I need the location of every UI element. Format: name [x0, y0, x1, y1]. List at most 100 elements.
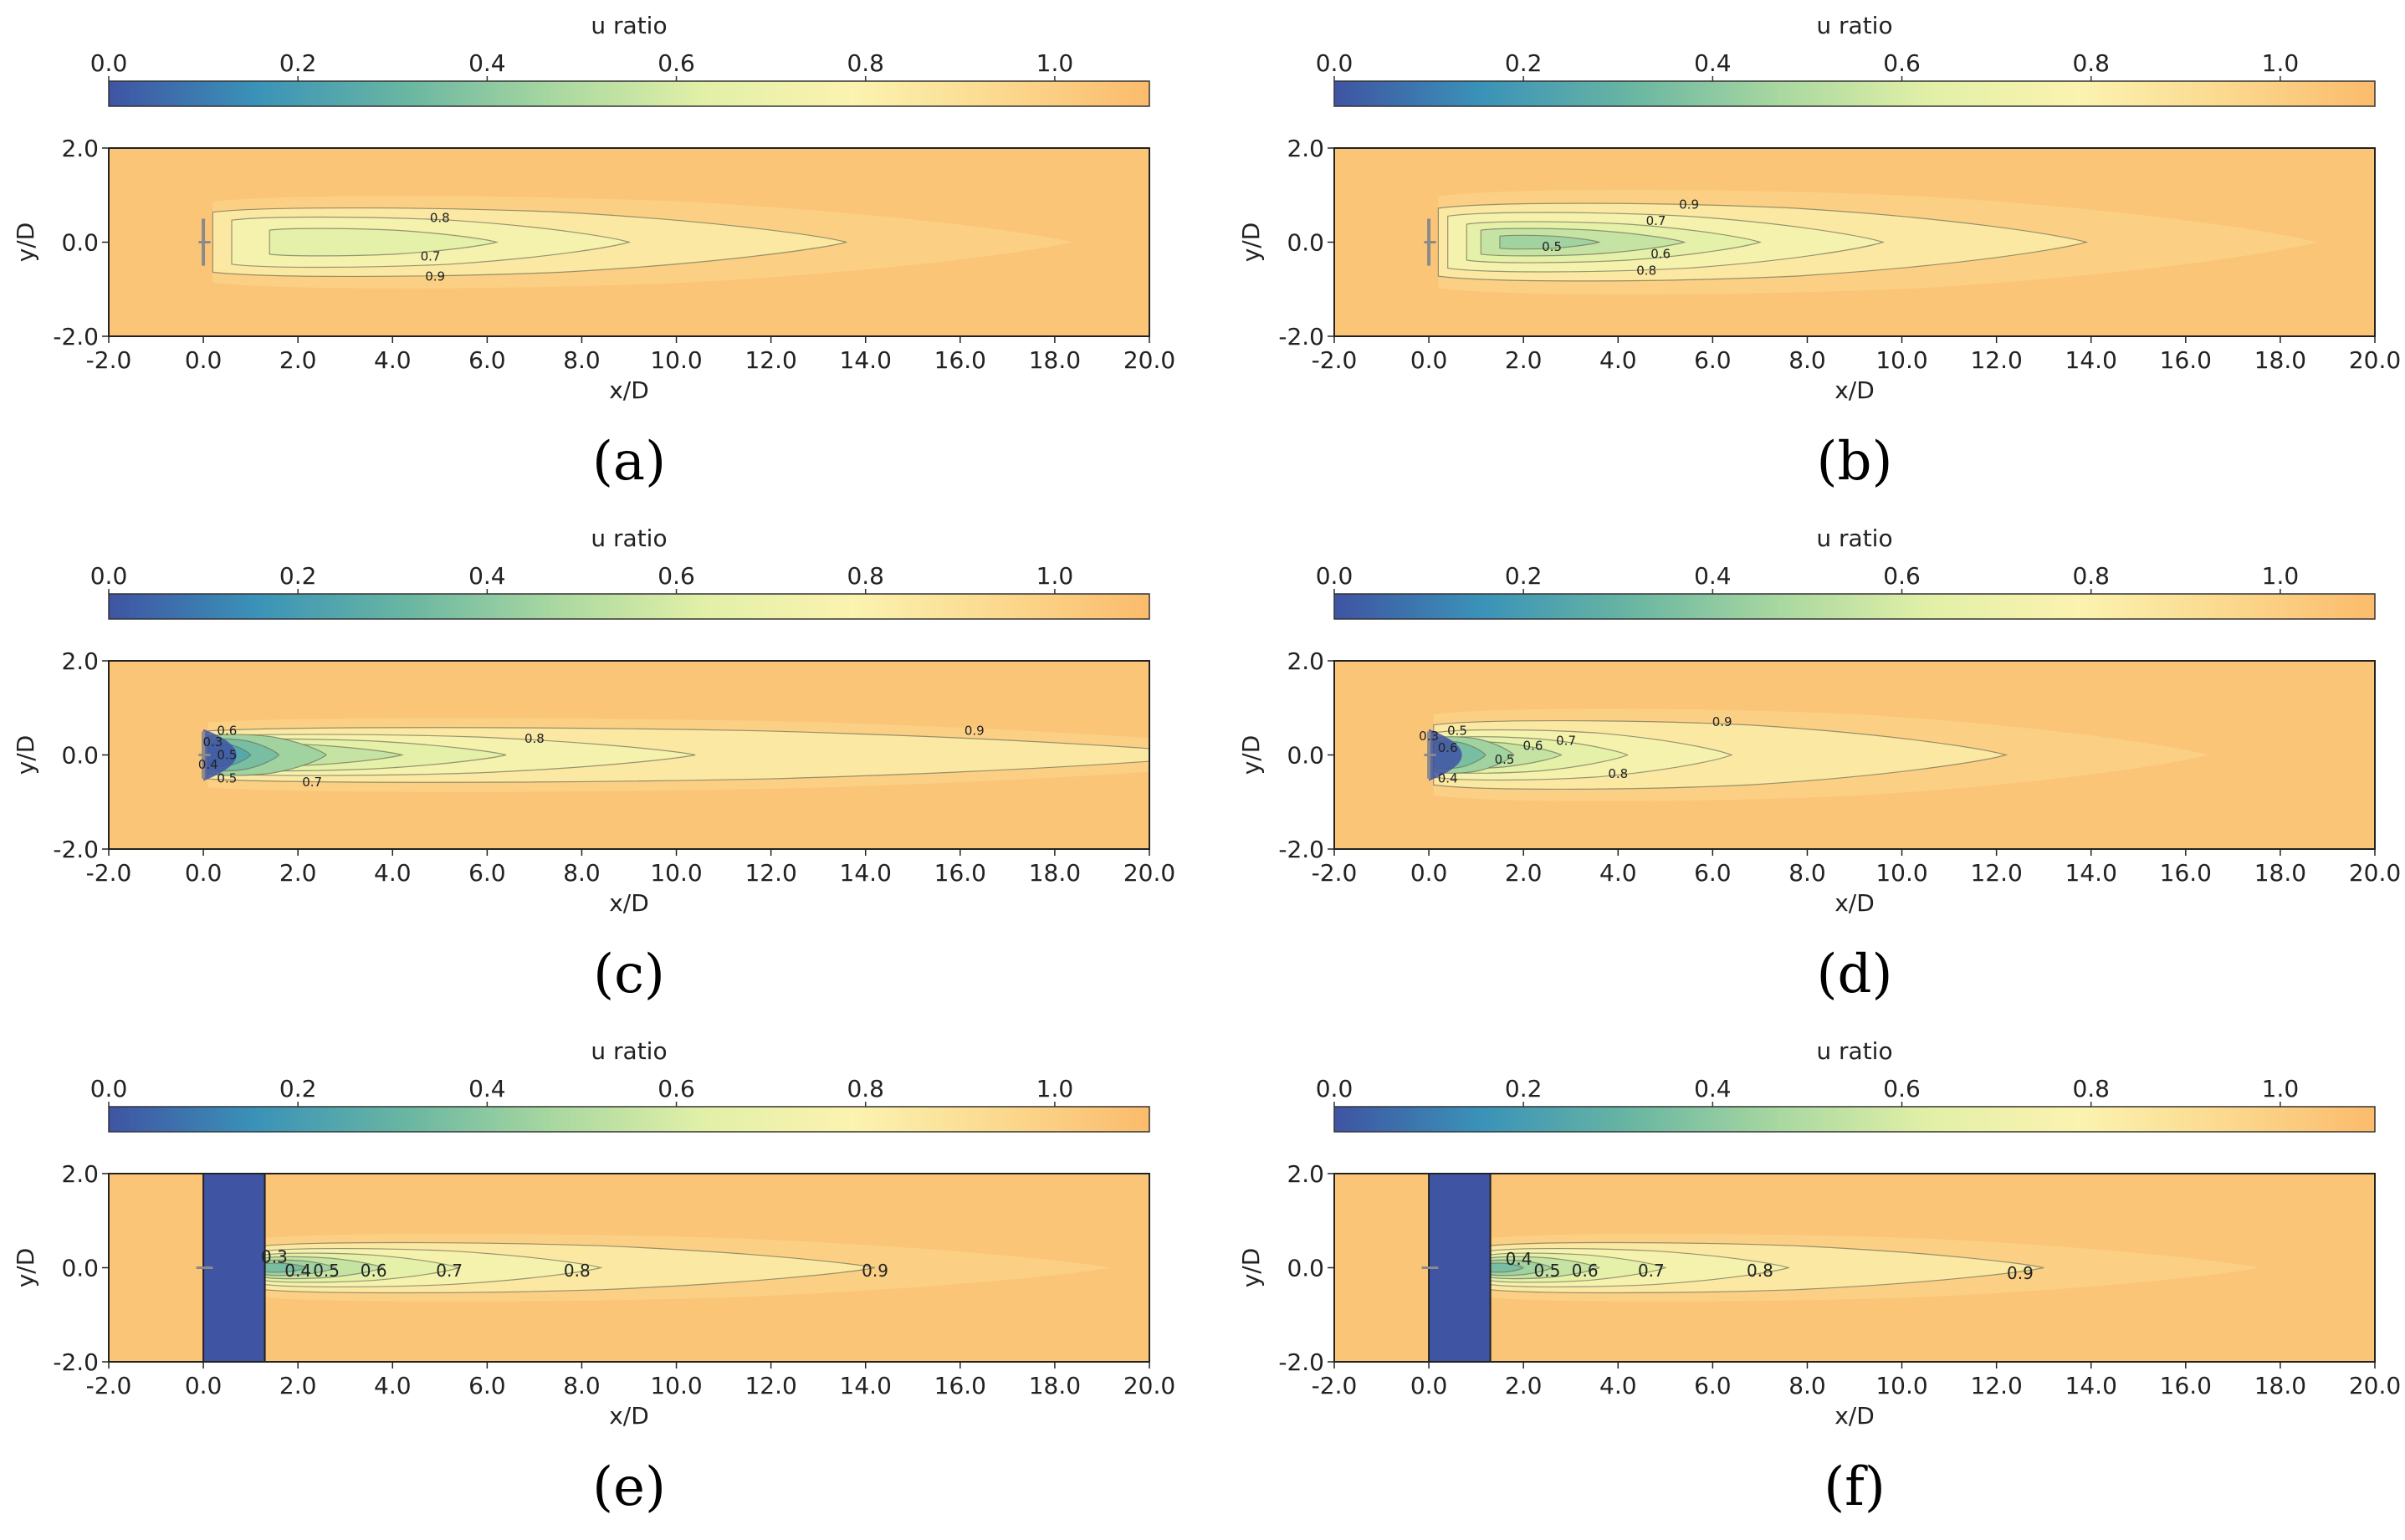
y-tick-label: -2.0	[53, 323, 99, 350]
y-tick-label: 0.0	[1287, 742, 1324, 770]
contour-label: 0.6	[1438, 740, 1458, 755]
colorbar-label: u ratio	[1816, 524, 1892, 552]
x-axis-label: x/D	[609, 376, 649, 404]
contour-label: 0.7	[302, 775, 322, 790]
contour-label: 0.6	[361, 1261, 387, 1281]
x-tick-label: 8.0	[563, 859, 601, 887]
colorbar-tick-label: 0.4	[1694, 49, 1732, 77]
x-tick-label: 12.0	[1970, 1372, 2022, 1399]
x-tick-label: 2.0	[279, 1372, 317, 1399]
x-tick-label: 8.0	[1788, 1372, 1826, 1399]
y-axis-label: y/D	[12, 1248, 39, 1288]
y-axis-label: y/D	[1237, 1248, 1265, 1288]
x-tick-label: 0.0	[185, 859, 223, 887]
colorbar-tick-label: 0.8	[847, 49, 884, 77]
x-tick-label: 14.0	[2065, 859, 2117, 887]
x-tick-label: 2.0	[279, 346, 317, 374]
colorbar-tick-label: 0.2	[279, 562, 317, 590]
contour-label: 0.7	[1646, 213, 1666, 228]
colorbar-tick-label: 0.4	[468, 562, 506, 590]
colorbar-label: u ratio	[1816, 12, 1892, 39]
y-tick-label: 0.0	[1287, 1255, 1324, 1282]
contour-label: 0.8	[430, 210, 450, 225]
colorbar-tick-label: 0.8	[2072, 1075, 2110, 1103]
x-axis-label: x/D	[1834, 376, 1875, 404]
contour-label: 0.7	[436, 1261, 463, 1281]
colorbar-tick-label: 0.6	[658, 562, 695, 590]
x-tick-label: 14.0	[840, 859, 892, 887]
contour-label: 0.7	[1638, 1261, 1665, 1281]
x-tick-label: 20.0	[1123, 346, 1175, 374]
x-tick-label: -2.0	[1312, 346, 1358, 374]
y-axis-label: y/D	[12, 223, 39, 263]
contour-level-0-5	[1499, 234, 1601, 250]
contour-label: 0.7	[1556, 734, 1576, 749]
panel-caption: (b)	[1816, 431, 1893, 493]
y-tick-label: 0.0	[61, 229, 99, 257]
x-tick-label: 6.0	[468, 1372, 506, 1399]
x-tick-label: 12.0	[745, 346, 796, 374]
x-tick-label: 18.0	[2254, 859, 2306, 887]
colorbar-tick-label: 0.8	[2072, 562, 2110, 590]
colorbar-tick-label: 1.0	[1036, 562, 1074, 590]
x-tick-label: 14.0	[840, 1372, 892, 1399]
x-tick-label: -2.0	[1312, 1372, 1358, 1399]
contour-label: 0.3	[1419, 729, 1439, 744]
rotor-core	[1429, 729, 1462, 781]
x-tick-label: 8.0	[1788, 859, 1826, 887]
colorbar-tick-label: 0.0	[90, 1075, 128, 1103]
blockage-region	[202, 1174, 266, 1362]
contour-label: 0.4	[284, 1261, 311, 1281]
contour-label: 0.9	[1679, 197, 1699, 212]
x-tick-label: 10.0	[650, 1372, 702, 1399]
contour-label: 0.8	[1608, 766, 1628, 781]
x-tick-label: 18.0	[2254, 346, 2306, 374]
panel-f: u ratio 0.0 0.2 0.4 0.6 0.8 1.0 0.4 0.5 0.6 0.7 0.8…	[1202, 1026, 2404, 1538]
x-tick-label: 6.0	[1694, 1372, 1732, 1399]
colorbar-tick-label: 0.8	[2072, 49, 2110, 77]
y-tick-label: 2.0	[61, 1160, 99, 1188]
colorbar-label: u ratio	[591, 1037, 667, 1065]
x-tick-label: 6.0	[468, 346, 506, 374]
colorbar	[108, 80, 1150, 107]
panel-caption: (a)	[591, 431, 667, 493]
colorbar-tick-label: 0.2	[1505, 562, 1543, 590]
x-tick-label: 4.0	[374, 1372, 412, 1399]
y-axis-label: y/D	[12, 735, 39, 775]
panel-caption: (d)	[1816, 944, 1893, 1005]
x-tick-label: 0.0	[185, 1372, 223, 1399]
colorbar-tick-label: 0.6	[1883, 1075, 1921, 1103]
x-tick-label: 20.0	[1123, 859, 1175, 887]
colorbar-tick-label: 0.2	[1505, 49, 1543, 77]
contour-label: 0.9	[965, 723, 985, 738]
contour-label: 0.4	[198, 757, 218, 772]
x-tick-label: 2.0	[1505, 859, 1543, 887]
colorbar	[108, 593, 1150, 620]
wake-field: 0.60.30.50.40.5 0.70.80.9	[198, 718, 1149, 792]
colorbar-tick-label: 0.4	[468, 1075, 506, 1103]
x-tick-label: 18.0	[1029, 859, 1081, 887]
colorbar-tick-label: 0.8	[847, 562, 884, 590]
x-tick-label: 20.0	[2349, 859, 2401, 887]
y-tick-label: -2.0	[53, 836, 99, 863]
contour-label: 0.6	[1572, 1261, 1599, 1281]
contour-label: 0.8	[524, 731, 545, 746]
panel-e: u ratio 0.0 0.2 0.4 0.6 0.8 1.0 0.3 0.4 0.5 0.6 0.7…	[0, 1026, 1202, 1538]
x-tick-label: 14.0	[840, 346, 892, 374]
x-tick-label: 4.0	[1599, 1372, 1637, 1399]
contour-label: 0.9	[862, 1261, 888, 1281]
x-tick-label: 0.0	[185, 346, 223, 374]
y-tick-label: -2.0	[1278, 1348, 1324, 1376]
x-tick-label: 8.0	[563, 346, 601, 374]
colorbar	[1333, 80, 2376, 107]
contour-label: 0.5	[1495, 752, 1515, 767]
contour-label: 0.9	[2007, 1263, 2034, 1283]
y-tick-label: 2.0	[1287, 647, 1324, 675]
contour-label: 0.4	[1438, 771, 1458, 786]
colorbar-label: u ratio	[1816, 1037, 1892, 1065]
contour-label: 0.6	[1523, 738, 1543, 753]
x-tick-label: 14.0	[2065, 346, 2117, 374]
x-tick-label: 12.0	[745, 859, 796, 887]
x-tick-label: 16.0	[2160, 1372, 2212, 1399]
